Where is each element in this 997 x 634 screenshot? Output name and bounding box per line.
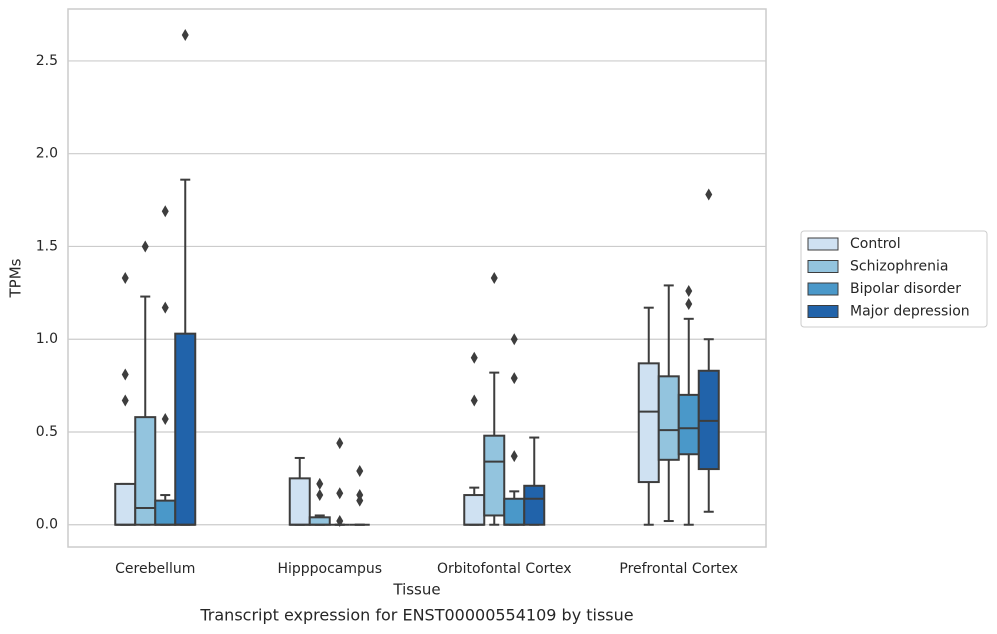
- flier: [490, 272, 498, 284]
- flier: [161, 301, 169, 314]
- box: [637, 362, 660, 484]
- legend-swatch: [807, 282, 839, 296]
- flier: [161, 205, 169, 218]
- flier: [356, 464, 364, 477]
- flier: [121, 394, 129, 407]
- flier: [121, 272, 129, 284]
- y-tick-label: 2.5: [36, 53, 58, 69]
- flier: [121, 368, 129, 381]
- flier: [705, 188, 713, 201]
- flier: [510, 333, 518, 346]
- box: [523, 484, 546, 526]
- legend-label: Bipolar disorder: [850, 281, 961, 297]
- flier: [510, 372, 518, 385]
- flier: [336, 437, 344, 450]
- flier: [336, 487, 344, 500]
- legend-swatch: [807, 305, 839, 318]
- box: [463, 494, 486, 526]
- y-tick-label: 1.5: [36, 238, 58, 254]
- flier: [510, 450, 518, 463]
- box: [503, 497, 526, 526]
- x-axis-label: Tissue: [392, 581, 440, 599]
- box: [657, 375, 680, 461]
- box: [114, 482, 137, 526]
- flier: [336, 515, 344, 528]
- y-tick-label: 0.5: [36, 424, 58, 440]
- box: [134, 416, 157, 526]
- flier: [141, 240, 149, 253]
- x-tick-label: Prefrontal Cortex: [619, 561, 738, 577]
- flier: [356, 494, 364, 507]
- flier: [316, 489, 324, 502]
- legend: [800, 230, 988, 328]
- legend-swatch: [807, 260, 839, 273]
- chart-title: Transcript expression for ENST0000055410…: [199, 606, 633, 625]
- legend-label: Major depression: [850, 304, 970, 320]
- legend-swatch: [807, 237, 839, 251]
- plot-frame: [67, 8, 767, 548]
- box: [154, 499, 177, 526]
- box: [483, 434, 506, 517]
- y-tick-label: 1.0: [36, 331, 58, 347]
- boxes: [114, 28, 720, 528]
- box: [288, 477, 311, 526]
- flier: [316, 477, 324, 490]
- flier: [470, 351, 478, 364]
- box: [174, 332, 197, 526]
- x-tick-label: Hipppocampus: [277, 561, 382, 577]
- box: [677, 393, 700, 456]
- x-tick-label: Cerebellum: [115, 561, 195, 577]
- flier: [161, 412, 169, 425]
- legend-label: Control: [850, 236, 901, 252]
- y-axis-label: TPMs: [7, 258, 25, 298]
- legend-label: Schizophrenia: [850, 259, 948, 275]
- x-tick-label: Orbitofontal Cortex: [437, 561, 572, 577]
- y-tick-label: 0.0: [36, 517, 58, 533]
- flier: [685, 297, 693, 310]
- flier: [181, 28, 189, 41]
- flier: [470, 394, 478, 407]
- y-tick-label: 2.0: [36, 146, 58, 162]
- box: [308, 516, 331, 526]
- flier: [685, 284, 693, 297]
